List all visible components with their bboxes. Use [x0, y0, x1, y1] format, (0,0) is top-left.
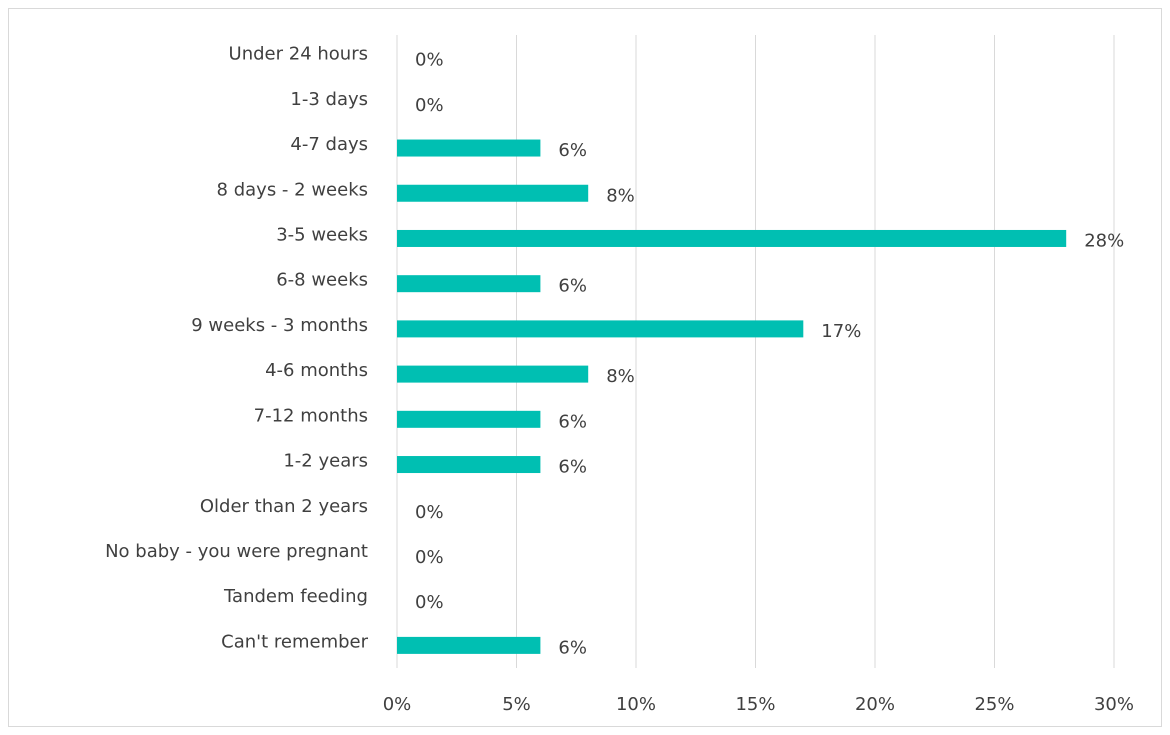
data-label: 6%	[558, 276, 587, 297]
x-tick-label: 25%	[974, 694, 1014, 715]
data-label: 6%	[558, 411, 587, 432]
y-tick-label: 1-3 days	[290, 89, 368, 110]
y-tick-label: Under 24 hours	[229, 44, 368, 65]
data-label: 28%	[1084, 230, 1124, 251]
y-tick-label: 3-5 weeks	[276, 224, 368, 245]
x-tick-label: 5%	[502, 694, 531, 715]
bar	[397, 365, 589, 383]
y-tick-label: Tandem feeding	[223, 586, 368, 607]
x-tick-label: 20%	[855, 694, 895, 715]
x-tick-label: 15%	[735, 694, 775, 715]
bar	[397, 229, 1067, 247]
y-tick-label: Can't remember	[221, 631, 368, 652]
data-label: 6%	[558, 140, 587, 161]
y-tick-label: Older than 2 years	[200, 496, 368, 517]
data-label: 6%	[558, 637, 587, 658]
data-label: 0%	[415, 95, 444, 116]
y-tick-label: 6-8 weeks	[276, 270, 368, 291]
data-label: 17%	[821, 321, 861, 342]
bar	[397, 320, 804, 338]
y-tick-label: 8 days - 2 weeks	[217, 179, 368, 200]
data-label: 0%	[415, 592, 444, 613]
bar	[397, 139, 541, 157]
data-label: 0%	[415, 547, 444, 568]
data-label: 6%	[558, 457, 587, 478]
bar	[397, 184, 589, 202]
y-tick-label: 1-2 years	[283, 451, 368, 472]
bar	[397, 275, 541, 293]
x-tick-label: 0%	[383, 694, 412, 715]
data-label: 8%	[606, 366, 635, 387]
data-label: 0%	[415, 502, 444, 523]
x-tick-label: 10%	[616, 694, 656, 715]
data-label: 0%	[415, 50, 444, 71]
bar	[397, 456, 541, 474]
bar	[397, 636, 541, 654]
y-tick-label: No baby - you were pregnant	[105, 541, 368, 562]
y-tick-label: 7-12 months	[254, 405, 368, 426]
y-tick-label: 9 weeks - 3 months	[191, 315, 368, 336]
y-tick-label: 4-6 months	[265, 360, 368, 381]
bar	[397, 410, 541, 428]
data-label: 8%	[606, 185, 635, 206]
x-tick-label: 30%	[1094, 694, 1134, 715]
y-tick-label: 4-7 days	[290, 134, 368, 155]
